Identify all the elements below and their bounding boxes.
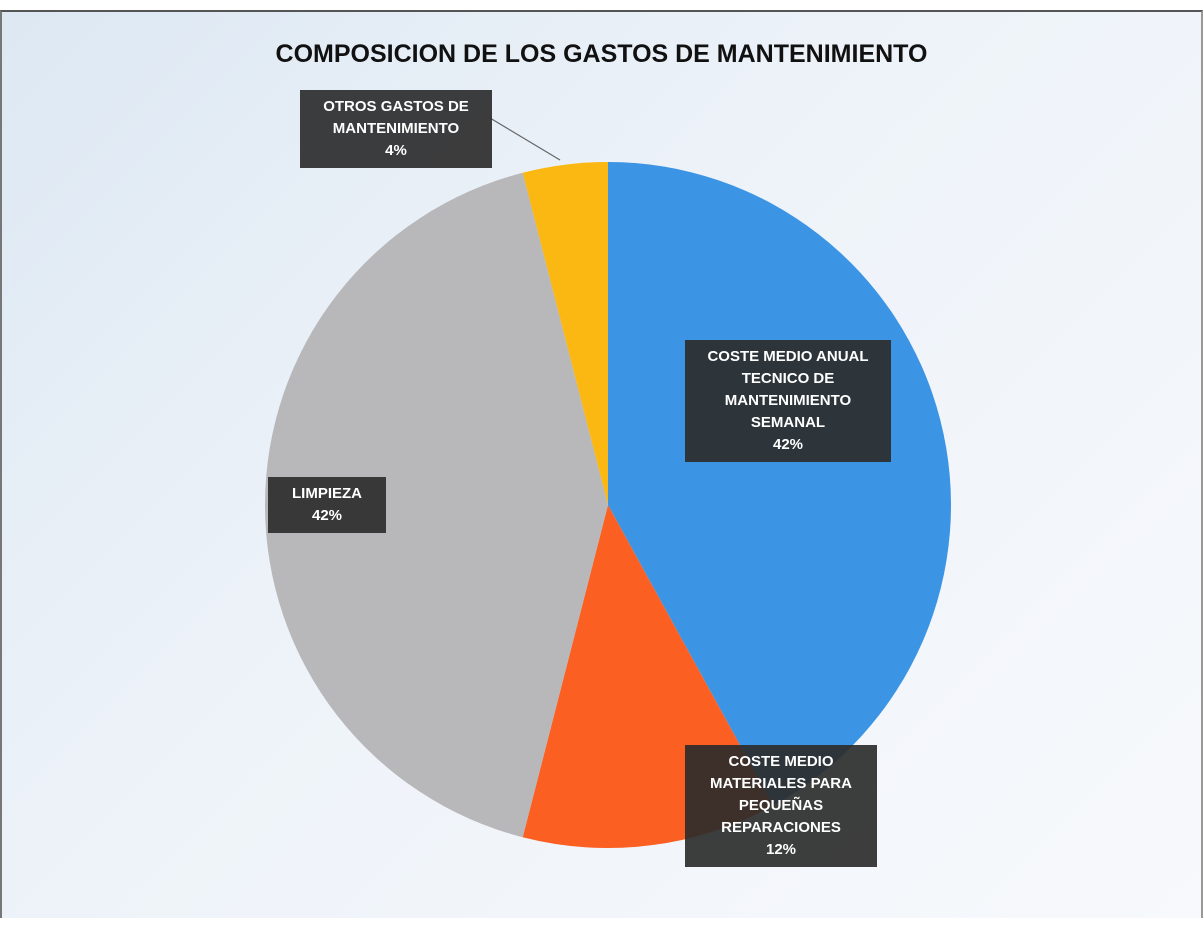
label-value: 12% — [765, 841, 797, 858]
label-value: 42% — [311, 507, 343, 524]
data-label: OTROS GASTOS DE MANTENIMIENTO 4% — [300, 90, 492, 168]
label-name: OTROS GASTOS DE MANTENIMIENTO — [323, 98, 469, 137]
data-label: COSTE MEDIO MATERIALES PARA PEQUEÑAS REP… — [685, 745, 877, 867]
label-name: COSTE MEDIO ANUAL TECNICO DE MANTENIMIEN… — [707, 348, 869, 431]
leader-line — [489, 117, 561, 161]
data-label: LIMPIEZA 42% — [268, 477, 386, 533]
chart: COMPOSICION DE LOS GASTOS DE MANTENIMIEN… — [0, 10, 1203, 918]
pie-area — [265, 117, 952, 848]
chart-title: COMPOSICION DE LOS GASTOS DE MANTENIMIEN… — [275, 40, 928, 68]
label-name: COSTE MEDIO MATERIALES PARA PEQUEÑAS REP… — [710, 753, 852, 836]
pie-slice — [522, 162, 608, 505]
label-name: LIMPIEZA — [292, 485, 362, 502]
pie-slice — [265, 172, 608, 838]
label-value: 42% — [772, 436, 804, 453]
data-label: COSTE MEDIO ANUAL TECNICO DE MANTENIMIEN… — [685, 340, 891, 462]
pie-slice — [608, 162, 952, 806]
label-value: 4% — [385, 142, 407, 159]
